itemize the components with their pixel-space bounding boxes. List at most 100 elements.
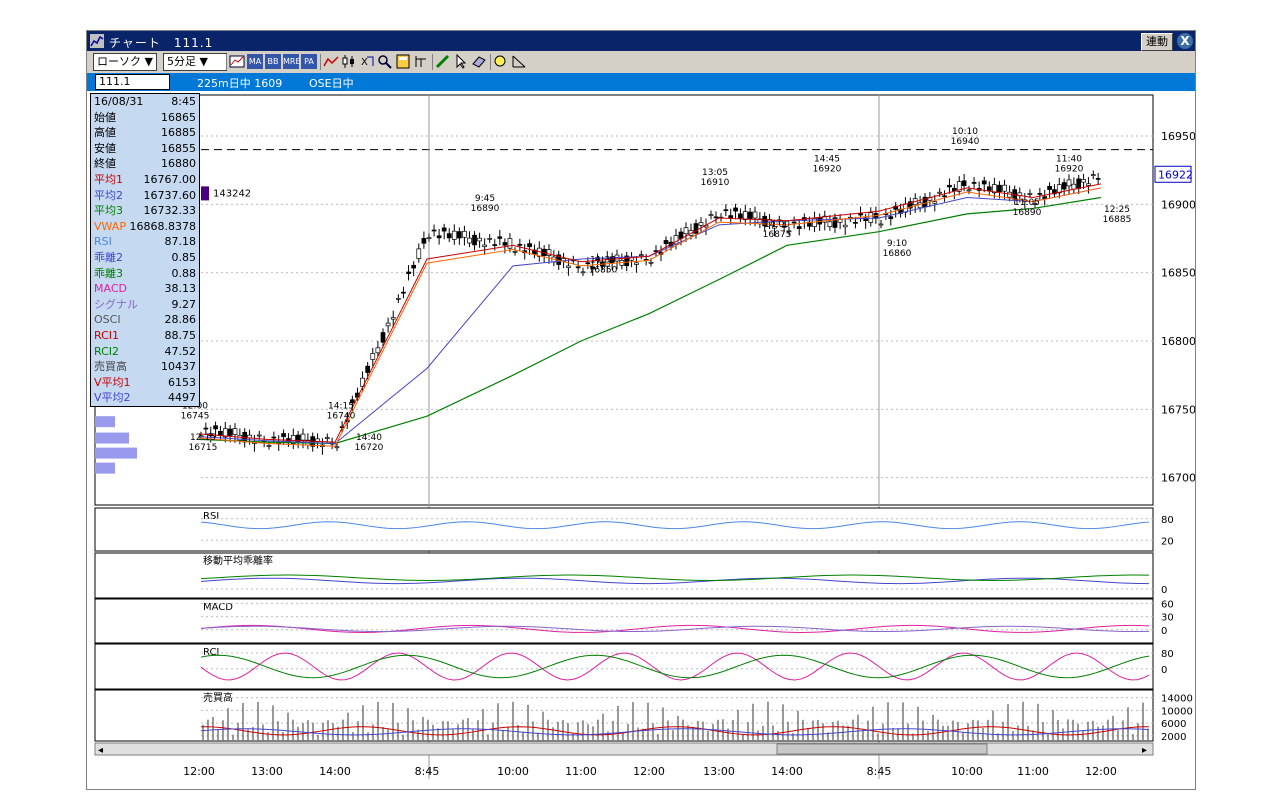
candle-body [752,211,758,219]
candle-body [1002,184,1007,192]
panel-row-value: 16855 [161,141,196,155]
calculator-icon[interactable] [395,54,411,69]
x-axis-label: 12:00 [633,765,665,778]
annotation-price: 16940 [951,137,980,147]
x-axis-label: 10:00 [951,765,983,778]
candle-body [281,433,286,438]
candle-body [1090,174,1096,176]
candle-body [762,215,768,227]
chart-area[interactable]: 16/08/31 8:45 始値 16865 高値 16885 安値 16855 終値 168… [87,91,1195,789]
chart-type-dropdown[interactable]: ローソク ▼ [93,53,157,71]
candle-body [796,226,802,229]
panel-row-value: 87.18 [164,235,197,249]
pa-icon[interactable]: PA [301,54,317,69]
annotation-price: 16890 [471,204,500,214]
candle-body [772,226,777,229]
close-icon[interactable]: X [1177,33,1193,49]
candle-body [747,211,753,219]
panel-row-label: RCI1 [94,328,120,342]
chart-canvas[interactable]: 16950 16900 16850 16800 16750 16700 143242 12:0… [87,91,1195,789]
annotation-time: 9:45 [475,194,495,204]
deviation3-line [200,574,1150,581]
x-axis-label: 12:00 [183,765,215,778]
candle-body [947,184,952,188]
candle-body [1071,183,1077,190]
candle-body [997,184,1002,192]
panel-row-label: RCI2 [94,344,120,358]
panel-row-value: 16868.8378 [129,219,196,233]
mre-icon[interactable]: MRE [283,54,301,69]
candle-body [1095,178,1101,180]
annotation-time: 11:05 [1014,198,1040,208]
annotation-price: 16910 [701,178,730,188]
panel-row-label: 平均2 [94,188,123,202]
price-tick-label: 16700 [1161,472,1195,485]
panel-row: V平均2 4497 [91,390,199,406]
subchart-pane [94,689,1154,742]
candle-body [693,223,699,234]
subchart-pane [94,507,1154,552]
candle-body [295,434,301,442]
price-tick-label: 16900 [1161,198,1195,211]
panel-row-label: 始値 [94,110,116,124]
panel-date: 16/08/31 [94,95,144,108]
scroll-left-icon: ◂ [98,745,103,756]
candle-body [395,298,401,300]
ma-icon[interactable]: MA [247,54,263,69]
candle-body [385,322,391,327]
panel-row-value: 16732.33 [143,204,197,218]
magnify-icon[interactable] [493,54,509,69]
panel-time: 8:45 [171,95,196,108]
subchart-pane [94,598,1154,644]
annotation-price: 16745 [181,412,210,422]
panel-row-label: V平均2 [94,391,131,405]
candle-body [517,243,523,246]
panel-row-label: シグナル [94,297,138,311]
candle-chart-icon[interactable] [341,54,357,69]
candle-body [590,266,596,270]
panel-row: V平均1 6153 [91,375,199,391]
code-input[interactable]: 111.1 [95,74,170,90]
cursor-icon[interactable] [453,54,469,69]
svg-text:X: X [361,57,368,68]
measure-icon[interactable] [511,54,527,69]
candle-body [723,209,729,212]
candle-body [663,240,669,244]
x-axis-label: 8:45 [415,765,440,778]
panel-row: RSI 87.18 [91,234,199,250]
bb-icon[interactable]: BB [265,54,281,69]
candle-body [738,213,743,219]
panel-row-value: 38.13 [164,282,197,296]
toolbar-separator [320,54,321,70]
candle-body [324,437,330,439]
annotation-price: 16715 [189,443,218,453]
chart-settings-icon[interactable] [229,54,245,69]
zoom-icon[interactable] [377,54,393,69]
x-axis-label: 11:00 [1017,765,1049,778]
pen-icon[interactable] [435,54,451,69]
candle-body [791,221,797,224]
title-bar: チャート 111.1 連動 X [87,31,1195,51]
candle-body [416,248,422,259]
subchart-tick-label: 80 [1161,649,1174,660]
candle-body [380,332,386,343]
line-chart-icon[interactable] [323,54,339,69]
panel-row: 乖離3 0.88 [91,266,199,282]
candle-body [300,433,306,441]
candle-body [527,243,532,248]
eraser-icon[interactable] [471,54,487,69]
panel-row-value: 4497 [168,391,196,405]
link-button[interactable]: 連動 [1141,33,1173,51]
candle-body [638,254,644,256]
candle-body [232,428,238,435]
candle-body [966,189,972,192]
volume-profile-bar [95,447,137,459]
annotation-time: 14:15 [328,402,354,412]
candle-body [853,222,858,224]
pointfigure-icon[interactable]: X [359,54,375,69]
interval-dropdown[interactable]: 5分足 ▼ [163,53,227,71]
panel-date-row: 16/08/31 8:45 [91,94,199,110]
bar-icon[interactable] [413,54,429,69]
panel-row: 平均2 16737.60 [91,188,199,204]
annotation-time: 11:40 [1056,154,1082,164]
